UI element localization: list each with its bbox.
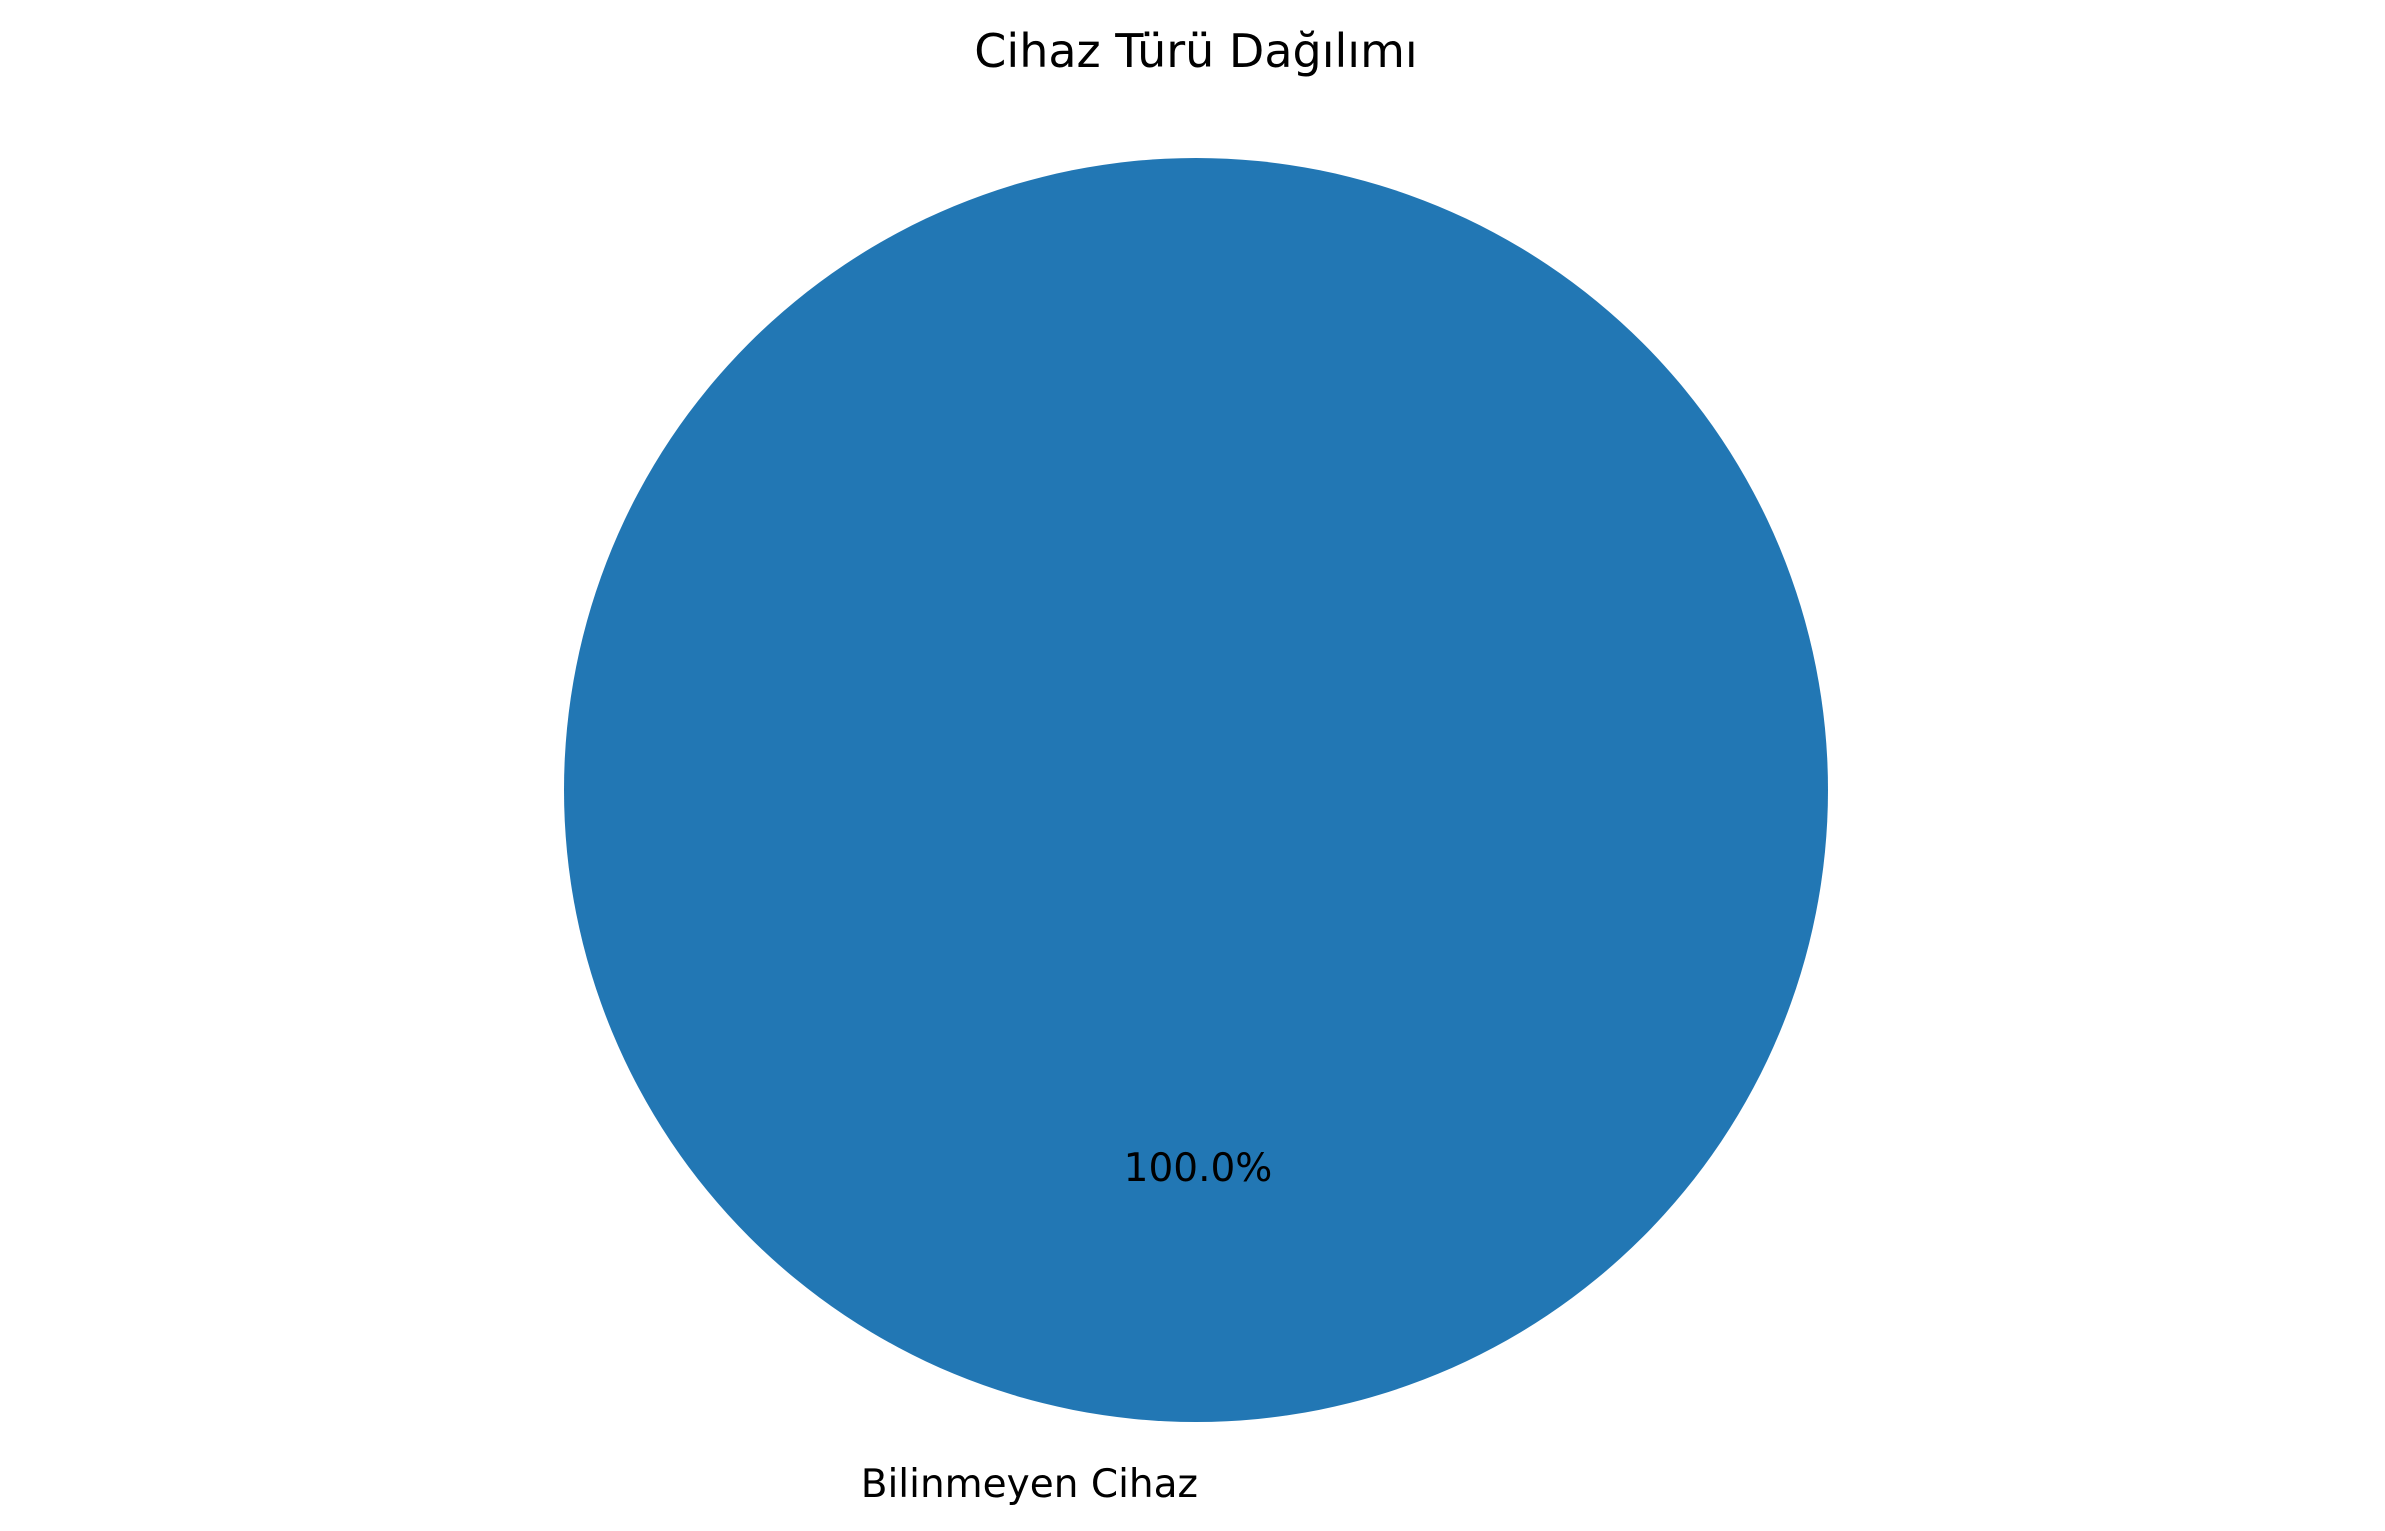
pie-labels: Bilinmeyen Cihaz 100.0%: [861, 1146, 1273, 1507]
pie-slices: [564, 158, 1828, 1422]
percent-label: 100.0%: [1124, 1146, 1273, 1191]
slice-label: Bilinmeyen Cihaz: [861, 1462, 1198, 1507]
pie-slice: [564, 158, 1828, 1422]
chart-title: Cihaz Türü Dağılımı: [974, 24, 1417, 78]
